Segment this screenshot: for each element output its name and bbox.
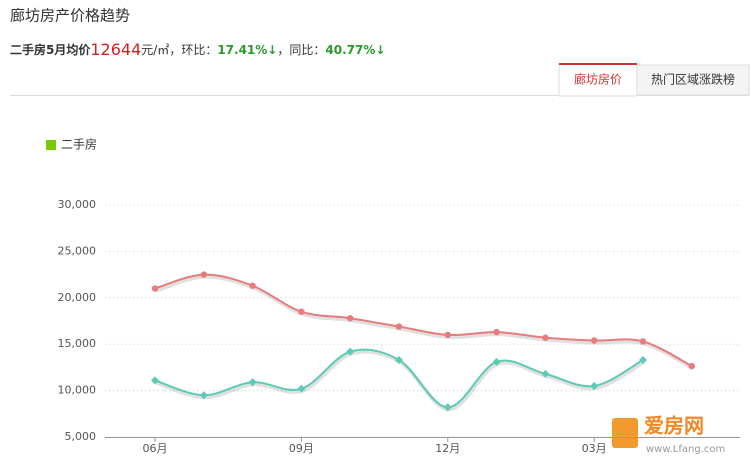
tab-active[interactable] (558, 63, 638, 97)
mom: 17.41%↓ (217, 43, 277, 57)
x-tick-label: 03月 (582, 442, 607, 455)
price: 12644 (90, 40, 141, 59)
point (591, 337, 598, 344)
watermark: 爱房网 www.Lfang.com (612, 414, 725, 455)
line-shadow (155, 274, 694, 370)
yoy-label: ，同比： (277, 43, 325, 57)
point (151, 285, 159, 292)
yoy: 40.77%↓ (325, 43, 385, 57)
tab[interactable] (636, 64, 750, 96)
summary: 二手房5月均价12644元/㎡，环比：17.41%↓，同比：40.77%↓ (10, 40, 385, 59)
point (347, 315, 354, 322)
point (639, 338, 647, 345)
point (297, 384, 306, 393)
series-line (154, 273, 693, 367)
y-tick-label: 20,000 (58, 291, 97, 304)
point (492, 357, 501, 366)
legend-swatch (46, 140, 56, 150)
watermark-name: 爱房网 (644, 414, 704, 438)
page-title: 廊坊房产价格趋势 (10, 7, 130, 25)
watermark-url: www.Lfang.com (646, 444, 725, 455)
unit: 元/㎡ (141, 43, 169, 57)
legend-label: 二手房 (61, 137, 97, 152)
x-tick-label: 12月 (435, 442, 460, 455)
point (444, 331, 451, 339)
y-tick-label: 10,000 (58, 384, 97, 397)
watermark-logo (612, 418, 638, 448)
point (395, 355, 403, 364)
point (395, 323, 403, 330)
point (199, 391, 208, 400)
y-tick-label: 25,000 (58, 244, 97, 257)
x-tick-label: 09月 (289, 442, 314, 455)
x-tick-label: 06月 (143, 442, 168, 455)
point (200, 271, 207, 278)
point (590, 381, 599, 390)
point (151, 376, 159, 385)
point (443, 403, 452, 412)
y-tick-label: 5,000 (65, 430, 97, 443)
point (542, 334, 549, 341)
tab-label[interactable]: 热门区域涨跌榜 (651, 72, 735, 87)
point (493, 328, 500, 336)
y-tick-label: 15,000 (58, 337, 97, 350)
point (688, 362, 695, 370)
point (248, 378, 257, 387)
point (541, 369, 550, 378)
tab-label[interactable]: 廊坊房价 (574, 72, 622, 87)
summary-label: 二手房5月均价 (10, 42, 91, 57)
point (249, 282, 256, 289)
y-tick-label: 30,000 (58, 198, 97, 211)
point (346, 347, 355, 356)
point (298, 308, 305, 315)
mom-label: ，环比： (169, 43, 217, 57)
point (639, 355, 647, 364)
